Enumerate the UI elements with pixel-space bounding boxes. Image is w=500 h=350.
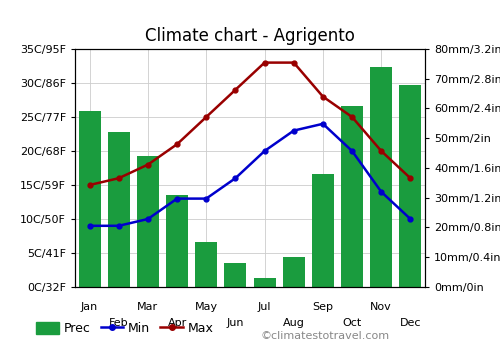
Bar xyxy=(283,257,304,287)
Bar xyxy=(370,67,392,287)
Title: Climate chart - Agrigento: Climate chart - Agrigento xyxy=(145,27,355,45)
Bar xyxy=(78,111,100,287)
Text: Sep: Sep xyxy=(312,302,334,312)
Text: Jan: Jan xyxy=(81,302,98,312)
Legend: Prec, Min, Max: Prec, Min, Max xyxy=(31,317,218,340)
Text: Apr: Apr xyxy=(168,317,186,328)
Text: Oct: Oct xyxy=(342,317,361,328)
Bar xyxy=(137,156,159,287)
Bar xyxy=(224,263,246,287)
Bar xyxy=(312,174,334,287)
Text: ©climatestotravel.com: ©climatestotravel.com xyxy=(260,331,389,341)
Bar xyxy=(166,195,188,287)
Text: Aug: Aug xyxy=(283,317,304,328)
Text: Feb: Feb xyxy=(109,317,128,328)
Text: Mar: Mar xyxy=(138,302,158,312)
Text: Jul: Jul xyxy=(258,302,272,312)
Bar xyxy=(400,85,421,287)
Bar xyxy=(108,132,130,287)
Bar xyxy=(341,105,363,287)
Text: Nov: Nov xyxy=(370,302,392,312)
Bar xyxy=(254,278,276,287)
Text: May: May xyxy=(194,302,218,312)
Text: Dec: Dec xyxy=(400,317,421,328)
Text: Jun: Jun xyxy=(226,317,244,328)
Bar xyxy=(196,242,217,287)
